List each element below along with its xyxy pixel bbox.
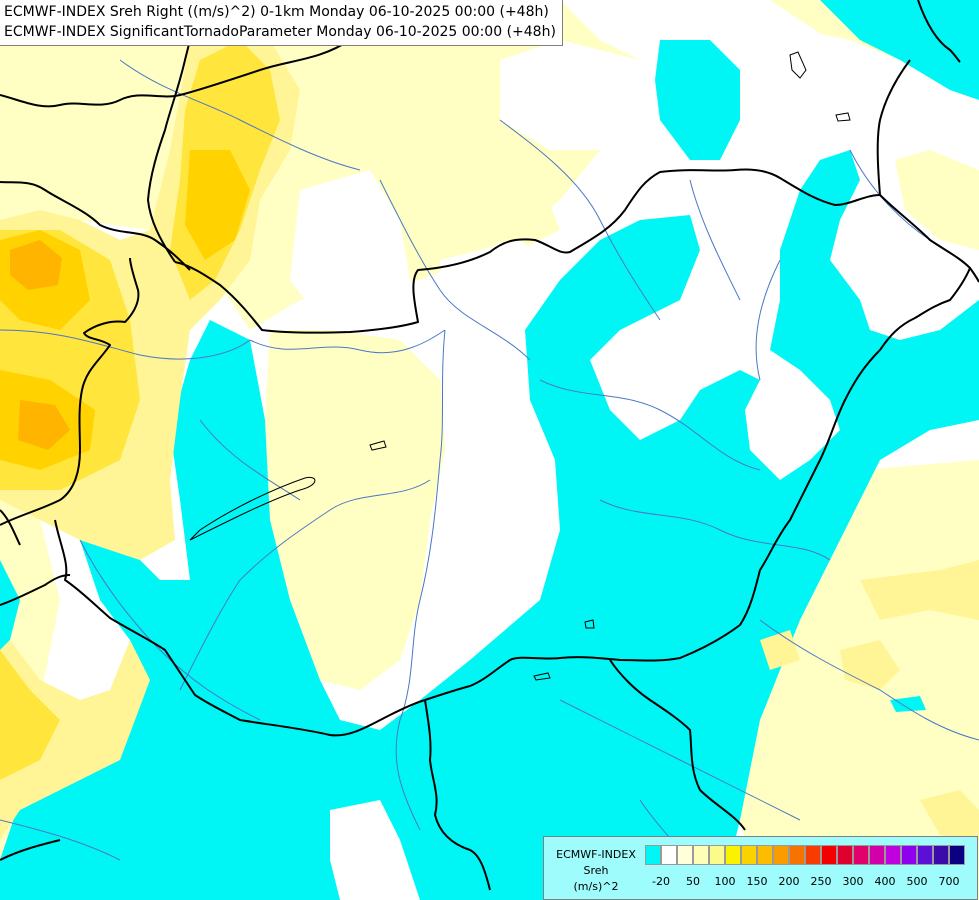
legend-swatch [677, 845, 693, 865]
legend-tick-label: 100 [714, 875, 736, 888]
legend-swatch [949, 845, 965, 865]
color-legend: ECMWF-INDEX Sreh (m/s)^2 -20 50 100 150 200 2… [543, 836, 978, 900]
legend-title: ECMWF-INDEX Sreh (m/s)^2 [550, 847, 642, 895]
legend-tick-label: -20 [652, 875, 670, 888]
legend-swatch [933, 845, 949, 865]
legend-swatch [869, 845, 885, 865]
field-yellow [0, 20, 300, 840]
legend-title-field: Sreh [583, 864, 609, 877]
legend-swatch [901, 845, 917, 865]
legend-tick-label: 200 [778, 875, 800, 888]
legend-swatch [773, 845, 789, 865]
rivers [0, 59, 979, 891]
legend-swatch [789, 845, 805, 865]
title-sreh: ECMWF-INDEX Sreh Right ((m/s)^2) 0-1km M… [4, 4, 549, 20]
legend-tick-label: 700 [938, 875, 960, 888]
legend-tick-label: 300 [842, 875, 864, 888]
legend-tick-label: 50 [686, 875, 700, 888]
field-yellow-right [760, 560, 979, 840]
legend-tick-label: 250 [810, 875, 832, 888]
legend-swatch [693, 845, 709, 865]
legend-swatch [821, 845, 837, 865]
legend-swatches [645, 845, 965, 867]
title-stp: ECMWF-INDEX SignificantTornadoParameter … [4, 24, 556, 40]
legend-swatch [661, 845, 677, 865]
legend-swatch [725, 845, 741, 865]
legend-tick-label: 150 [746, 875, 768, 888]
legend-swatch [917, 845, 933, 865]
legend-title-unit: (m/s)^2 [573, 880, 619, 893]
legend-swatch [805, 845, 821, 865]
lakes [189, 51, 851, 681]
legend-swatch [885, 845, 901, 865]
legend-tick-label: 500 [906, 875, 928, 888]
legend-swatch [645, 845, 661, 865]
legend-swatch [757, 845, 773, 865]
legend-tick-label: 400 [874, 875, 896, 888]
map-title-box: ECMWF-INDEX Sreh Right ((m/s)^2) 0-1km M… [0, 0, 563, 46]
legend-title-model: ECMWF-INDEX [556, 848, 636, 861]
legend-swatch [741, 845, 757, 865]
legend-swatch [853, 845, 869, 865]
legend-swatch [709, 845, 725, 865]
legend-swatch [837, 845, 853, 865]
